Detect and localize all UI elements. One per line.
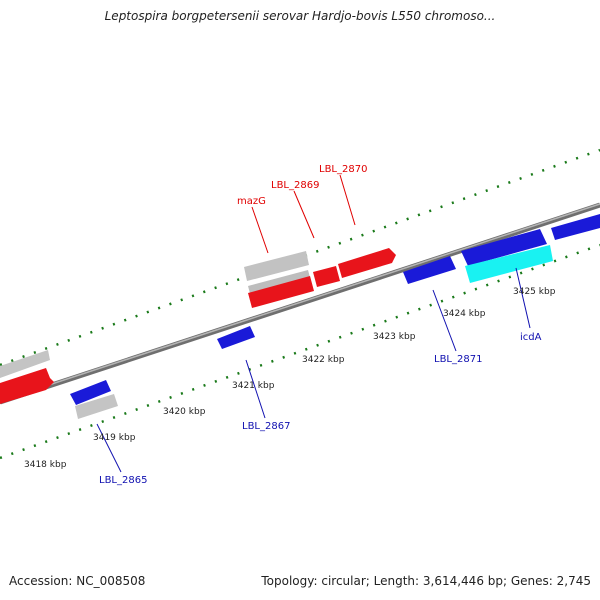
LBL_2869-leader bbox=[293, 190, 315, 239]
scale-label: 3422 kbp bbox=[302, 355, 345, 365]
forward-gene-arrow[interactable] bbox=[313, 266, 340, 287]
gene-label-icdA[interactable]: icdA bbox=[520, 332, 542, 343]
rna-gene-block[interactable] bbox=[465, 245, 553, 283]
pseudo-gene-block[interactable] bbox=[75, 394, 118, 419]
genome-summary-label: Topology: circular; Length: 3,614,446 bp… bbox=[261, 574, 591, 588]
LBL_2865-leader bbox=[96, 423, 122, 473]
scale-label: 3424 kbp bbox=[443, 309, 486, 319]
reverse-gene-arrow[interactable] bbox=[70, 380, 111, 405]
gene-label-LBL_2865[interactable]: LBL_2865 bbox=[99, 475, 147, 486]
reverse-gene-arrow[interactable] bbox=[217, 326, 255, 349]
reverse-gene-arrow[interactable] bbox=[551, 214, 600, 240]
forward-gene-arrow[interactable] bbox=[248, 276, 314, 308]
scale-label: 3425 kbp bbox=[513, 287, 556, 297]
upper-leader-lines bbox=[251, 174, 356, 254]
gene-label-mazG[interactable]: mazG bbox=[237, 196, 266, 207]
chromosome-title: Leptospira borgpetersenii serovar Hardjo… bbox=[104, 9, 496, 23]
upper-gene-labels: mazG LBL_2869 LBL_2870 bbox=[237, 164, 367, 207]
LBL_2871-leader bbox=[432, 289, 457, 352]
forward-gene-arrow[interactable] bbox=[0, 368, 54, 404]
reverse-gene-arrow[interactable] bbox=[461, 229, 547, 266]
scale-labels: 3418 kbp 3419 kbp 3420 kbp 3421 kbp 3422… bbox=[24, 287, 556, 470]
LBL_2870-leader bbox=[339, 174, 356, 226]
reverse-strand-genes bbox=[70, 214, 600, 419]
backbone bbox=[0, 202, 600, 405]
scale-label: 3419 kbp bbox=[93, 433, 136, 443]
mazG-leader bbox=[251, 206, 269, 254]
gene-label-LBL_2871[interactable]: LBL_2871 bbox=[434, 354, 482, 365]
forward-gene-arrow[interactable] bbox=[338, 248, 396, 278]
reverse-gene-arrow[interactable] bbox=[403, 256, 456, 284]
backbone-line bbox=[0, 202, 600, 405]
forward-strand-genes bbox=[0, 248, 396, 404]
gene-label-LBL_2869[interactable]: LBL_2869 bbox=[271, 180, 319, 191]
pseudo-gene-block[interactable] bbox=[244, 251, 309, 281]
gene-label-LBL_2870[interactable]: LBL_2870 bbox=[319, 164, 367, 175]
scale-label: 3421 kbp bbox=[232, 381, 275, 391]
icdA-leader bbox=[515, 267, 531, 329]
scale-label: 3423 kbp bbox=[373, 332, 416, 342]
lower-gene-labels: LBL_2865 LBL_2867 LBL_2871 icdA bbox=[99, 332, 542, 486]
accession-label: Accession: NC_008508 bbox=[9, 574, 146, 588]
scale-label: 3418 kbp bbox=[24, 460, 67, 470]
backbone-highlight bbox=[0, 203, 600, 402]
LBL_2867-leader bbox=[245, 359, 266, 419]
gene-label-LBL_2867[interactable]: LBL_2867 bbox=[242, 421, 290, 432]
pseudo-gene-block[interactable] bbox=[0, 350, 50, 378]
lower-leader-lines bbox=[96, 267, 531, 473]
scale-label: 3420 kbp bbox=[163, 407, 206, 417]
